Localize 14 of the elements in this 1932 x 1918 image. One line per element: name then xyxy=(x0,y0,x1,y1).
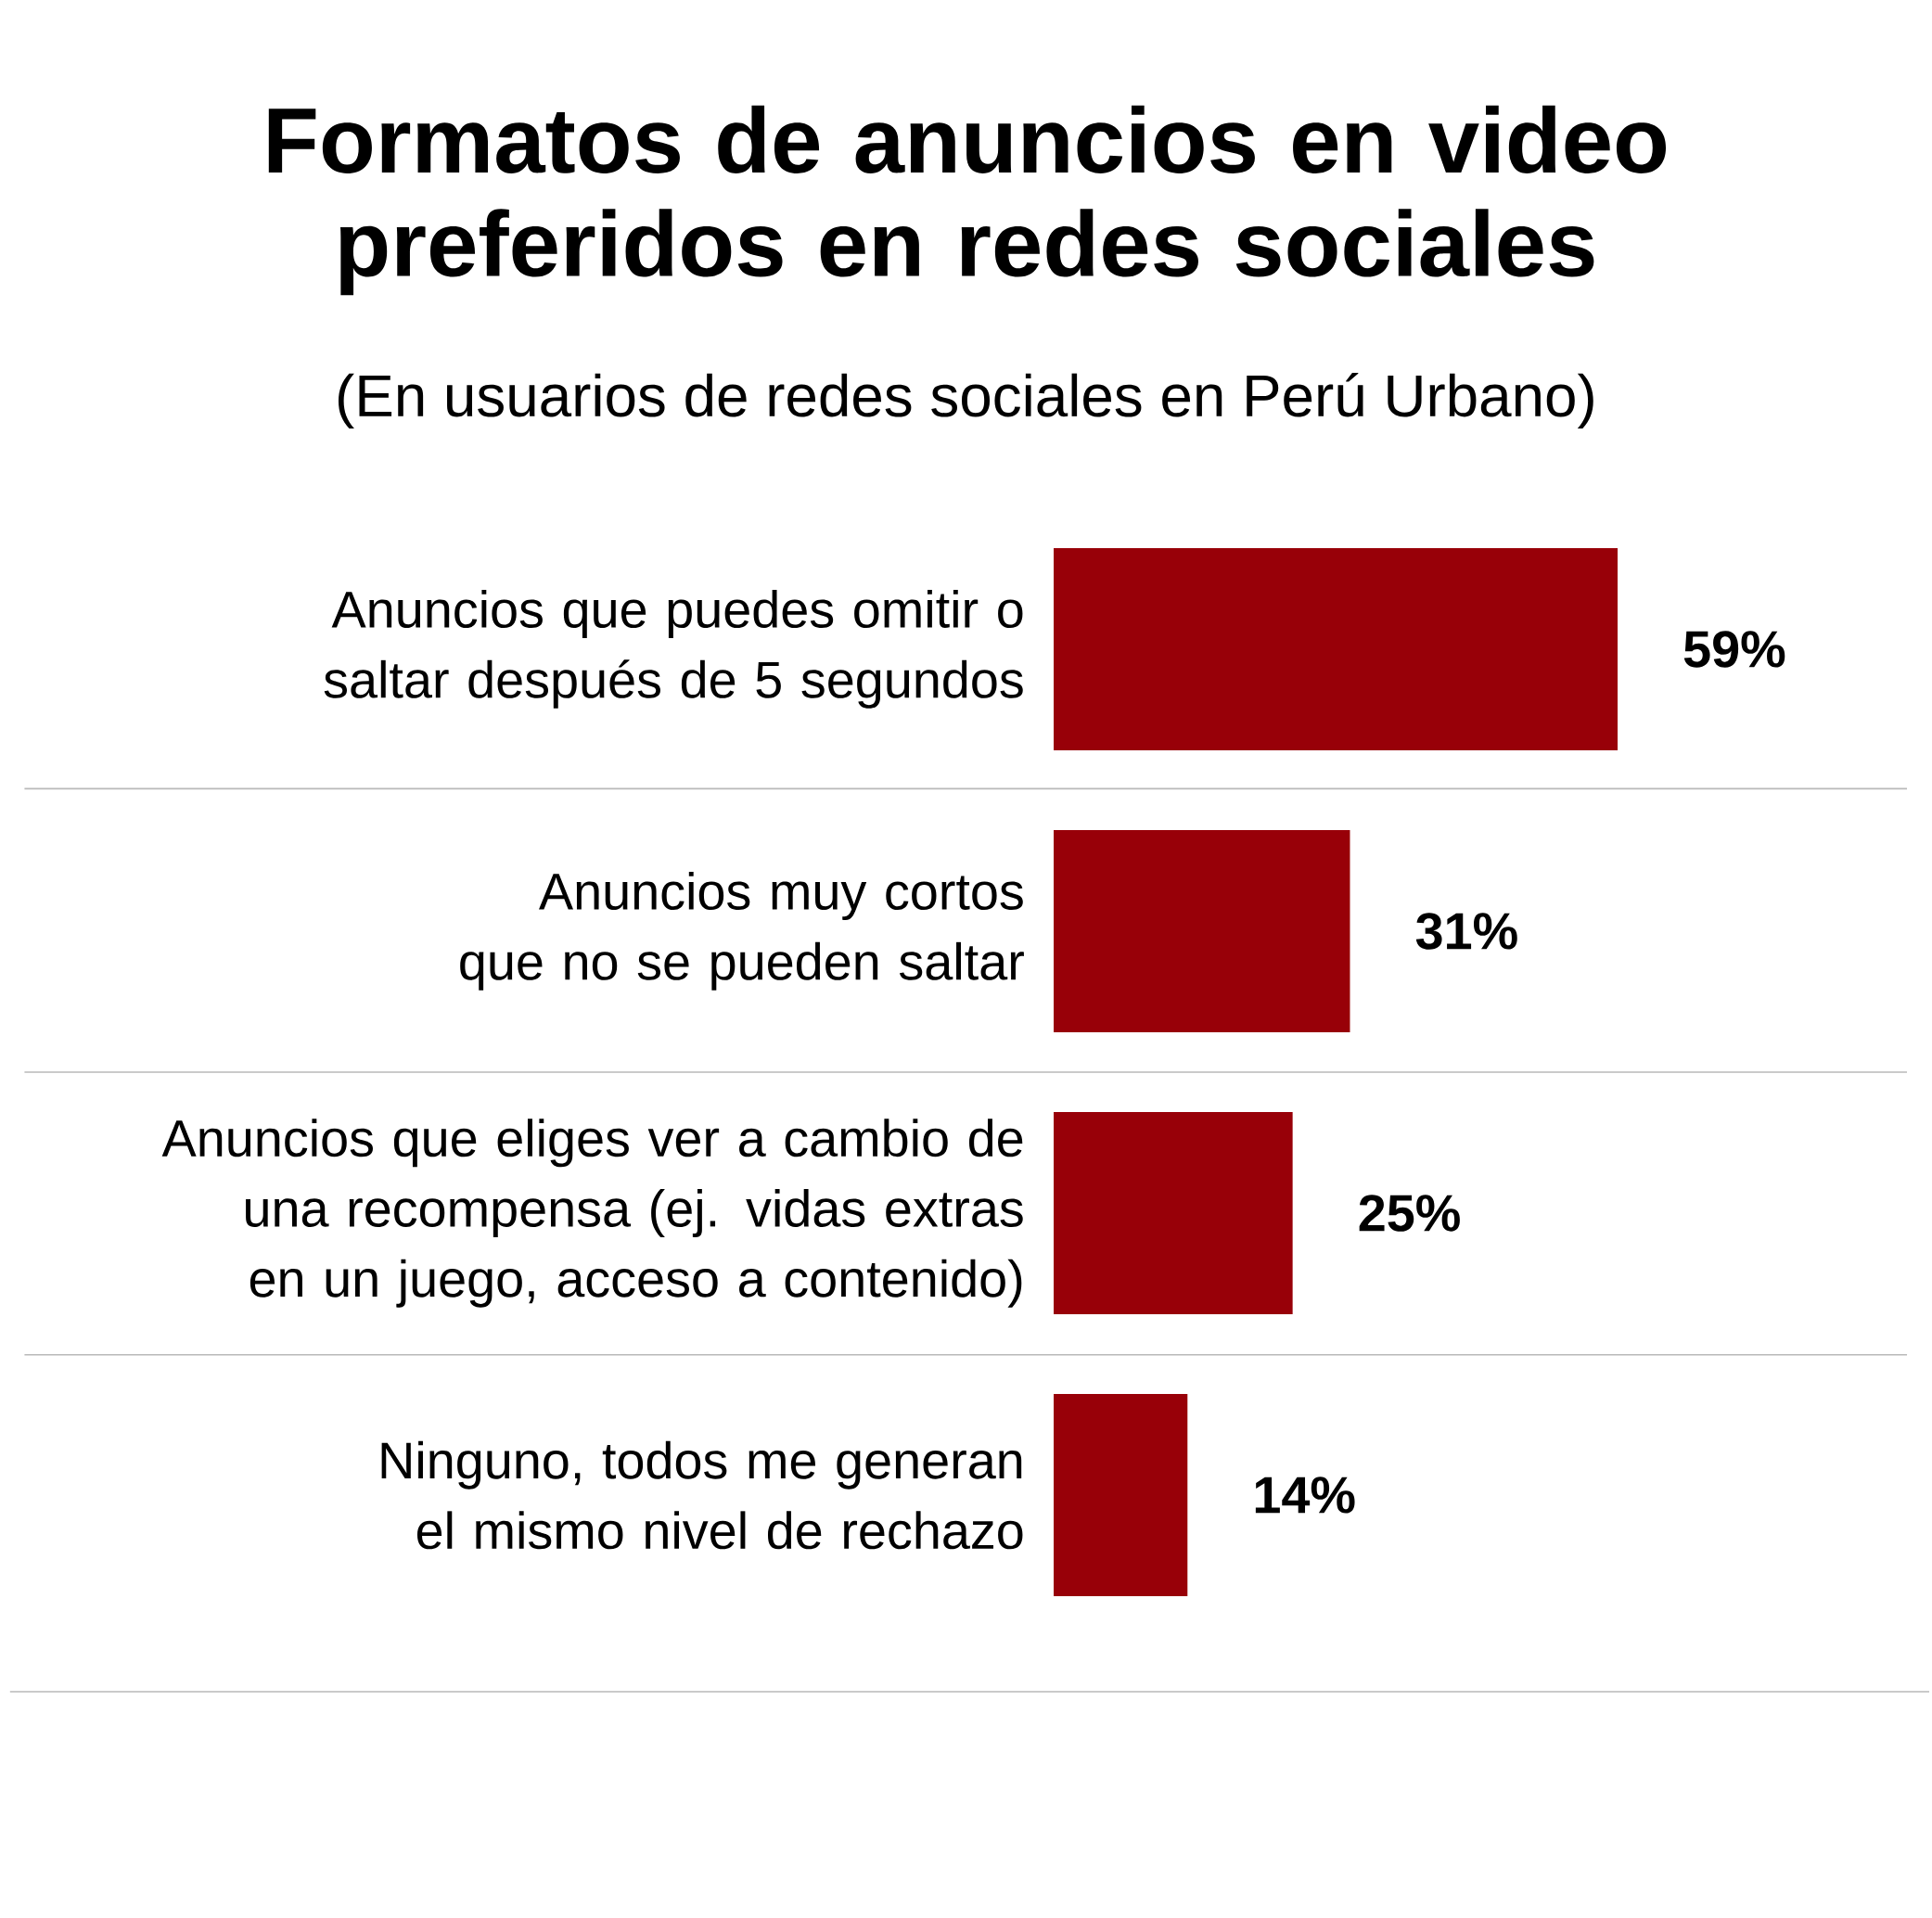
bar xyxy=(1054,829,1350,1032)
bar xyxy=(1054,1112,1293,1314)
y-tick-label: Anuncios muy cortos que no se pueden saltar xyxy=(460,872,1024,991)
y-tick-label: Anuncios que puedes omitir o saltar después de 5 segundos xyxy=(324,590,1023,709)
chart-subtitle: (En usuarios de redes sociales en Perú Urbano) xyxy=(338,372,1593,429)
data-label: 31% xyxy=(1415,913,1517,950)
data-label: 14% xyxy=(1255,1477,1355,1514)
bar xyxy=(1054,547,1619,750)
bar xyxy=(1054,1394,1188,1596)
y-tick-label: Ninguno, todos me generan el mismo nivel de rechazo xyxy=(381,1440,1023,1550)
chart-title: Formatos de anuncios en video preferidos en redes sociales xyxy=(268,105,1667,296)
y-tick-label: Anuncios que eliges ver a cambio de una recompensa (ej. vidas extras en un juego, acceso a contenido) xyxy=(161,1119,1023,1308)
data-label: 59% xyxy=(1683,631,1785,668)
data-label: 25% xyxy=(1359,1195,1460,1232)
